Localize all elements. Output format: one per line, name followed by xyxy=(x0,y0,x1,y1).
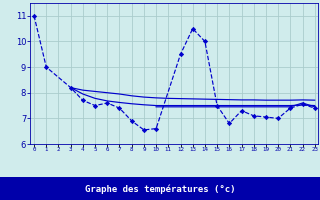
Text: Graphe des températures (°c): Graphe des températures (°c) xyxy=(85,184,235,194)
